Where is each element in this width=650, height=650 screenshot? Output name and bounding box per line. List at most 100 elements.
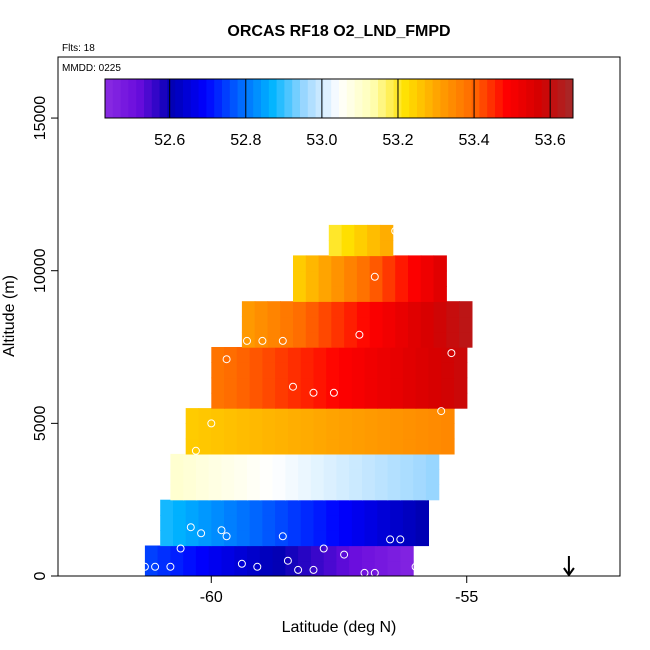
- heat-cell: [262, 499, 276, 516]
- heat-cell: [173, 499, 187, 516]
- heat-cell: [415, 423, 429, 440]
- sample-point: [278, 336, 287, 345]
- flights-annotation: Flts: 18: [62, 43, 95, 54]
- heat-cell: [336, 560, 350, 576]
- heat-cell: [262, 392, 276, 409]
- heat-cell: [211, 347, 225, 363]
- colorbar-segment: [175, 79, 184, 118]
- heat-cell: [377, 347, 391, 363]
- heat-cell: [287, 530, 302, 547]
- sample-point: [488, 263, 497, 272]
- x-tick-label: -55: [455, 589, 478, 606]
- heat-cell: [351, 377, 366, 394]
- heat-cell: [326, 514, 340, 531]
- heat-cell: [211, 392, 225, 409]
- heat-cell: [331, 301, 345, 318]
- heat-cell: [433, 286, 447, 302]
- colorbar-segment: [159, 79, 168, 118]
- colorbar-segment: [463, 79, 473, 118]
- heat-cell: [287, 392, 302, 409]
- heat-cell: [390, 514, 404, 531]
- heat-cell: [374, 453, 389, 470]
- heat-cell: [400, 545, 414, 562]
- colorbar-segment: [229, 79, 239, 118]
- x-axis-label: Latitude (deg N): [282, 619, 397, 636]
- heat-cell: [275, 362, 289, 379]
- sample-point: [529, 355, 538, 364]
- sample-point: [289, 382, 297, 391]
- heat-cell: [349, 453, 363, 470]
- heat-cell: [402, 408, 417, 424]
- heat-cell: [402, 392, 417, 409]
- heat-cell: [144, 545, 159, 562]
- heat-cell: [339, 423, 353, 440]
- colorbar-segment: [190, 79, 200, 118]
- heat-cell: [349, 469, 363, 485]
- heat-cell: [287, 438, 302, 455]
- heat-cell: [298, 453, 312, 470]
- heat-cell: [387, 545, 401, 562]
- heat-cell: [364, 423, 378, 440]
- heat-cell: [420, 270, 435, 287]
- heat-cell: [339, 530, 353, 547]
- sample-point: [151, 562, 160, 571]
- heat-cell: [318, 331, 332, 348]
- heat-cell: [305, 255, 320, 272]
- heat-cell: [267, 331, 281, 348]
- sample-point: [283, 556, 292, 565]
- heat-cell: [459, 316, 473, 333]
- heat-cell: [249, 377, 263, 394]
- heat-cell: [249, 530, 263, 547]
- heat-cell: [441, 362, 455, 379]
- heat-cell: [349, 560, 363, 576]
- sample-point: [340, 550, 349, 559]
- heat-cell: [390, 362, 404, 379]
- heat-cell: [224, 362, 238, 379]
- heat-cell: [446, 316, 460, 333]
- heat-cell: [433, 331, 447, 348]
- colorbar-segment: [167, 79, 176, 118]
- heat-cell: [300, 530, 315, 547]
- colorbar-segment: [362, 79, 371, 118]
- heat-cell: [433, 316, 447, 333]
- heat-cell: [336, 453, 350, 470]
- heat-cell: [382, 255, 396, 272]
- colorbar-segment: [245, 79, 254, 118]
- heat-cell: [280, 301, 294, 318]
- colorbar-segment: [385, 79, 395, 118]
- colorbar-segment: [417, 79, 426, 118]
- heat-cell: [415, 530, 429, 547]
- heat-cell: [185, 530, 200, 547]
- heat-cell: [160, 499, 174, 516]
- heat-cell: [336, 484, 350, 501]
- heat-cell: [408, 286, 422, 302]
- heat-cell: [364, 408, 378, 424]
- heat-cell: [331, 255, 345, 272]
- colorbar-segment: [268, 79, 278, 118]
- colorbar-segment: [315, 79, 324, 118]
- heat-cell: [305, 270, 320, 287]
- heat-cell: [221, 484, 235, 501]
- colorbar-segment: [339, 79, 348, 118]
- heat-cell: [364, 530, 378, 547]
- heat-cell: [390, 377, 404, 394]
- heat-cell: [318, 270, 332, 287]
- heat-cell: [272, 469, 286, 485]
- sample-point: [498, 263, 507, 272]
- heat-cell: [415, 499, 429, 516]
- sample-point: [360, 568, 369, 576]
- heat-cell: [454, 347, 468, 363]
- heat-cell: [275, 530, 289, 547]
- heat-cell: [287, 499, 302, 516]
- heat-cell: [259, 545, 274, 562]
- heat-cell: [413, 453, 427, 470]
- colorbar-segment: [518, 79, 527, 118]
- colorbar-segment: [541, 79, 551, 118]
- heat-cell: [382, 316, 396, 333]
- heat-cell: [377, 408, 391, 424]
- heat-cell: [428, 347, 442, 363]
- colorbar-segment: [409, 79, 418, 118]
- heat-cell: [236, 438, 251, 455]
- heat-cell: [298, 469, 312, 485]
- sample-point: [191, 446, 200, 455]
